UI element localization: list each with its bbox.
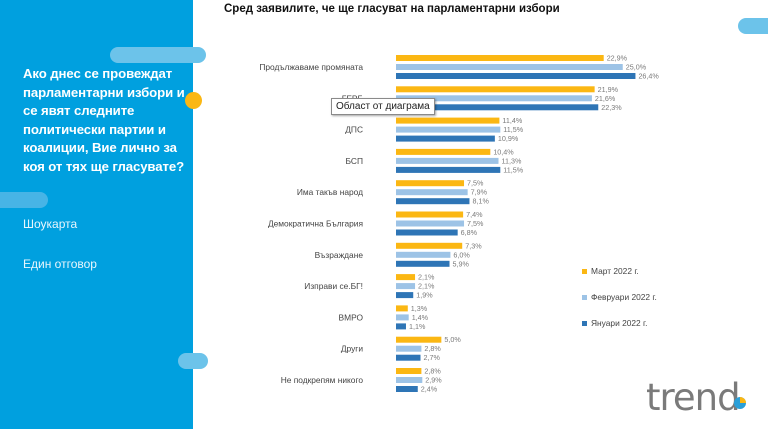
logo-text: trend: [646, 378, 740, 418]
decorative-pill: [0, 192, 48, 208]
legend-swatch: [582, 295, 587, 300]
data-label: 22,3%: [601, 103, 622, 112]
bar[interactable]: [396, 95, 592, 102]
data-label: 2,1%: [418, 282, 435, 291]
bar[interactable]: [396, 229, 458, 236]
data-label: 11,3%: [501, 156, 521, 165]
category-label: БСП: [346, 156, 363, 166]
bar[interactable]: [396, 377, 423, 383]
bar[interactable]: [396, 86, 595, 93]
bar[interactable]: [396, 314, 409, 321]
bar[interactable]: [396, 64, 623, 70]
data-label: 21,9%: [598, 85, 619, 94]
bar[interactable]: [396, 354, 421, 361]
decorative-pill: [178, 353, 208, 369]
data-label: 7,3%: [465, 241, 482, 250]
decorative-dot: [185, 92, 202, 109]
bar[interactable]: [396, 305, 408, 312]
bar[interactable]: [396, 135, 495, 142]
left-panel: [0, 0, 193, 429]
bar[interactable]: [396, 220, 465, 227]
data-label: 11,4%: [502, 116, 522, 125]
data-label: 21,6%: [595, 94, 616, 103]
data-label: 7,5%: [467, 219, 484, 228]
data-label: 2,8%: [424, 367, 441, 376]
category-label: Демократична България: [268, 219, 363, 229]
category-label: Възраждане: [315, 250, 364, 260]
data-label: 10,9%: [498, 134, 519, 143]
data-label: 6,0%: [453, 250, 470, 259]
bar[interactable]: [396, 157, 499, 164]
data-label: 1,9%: [416, 291, 433, 300]
legend-label: Март 2022 г.: [591, 266, 639, 276]
bar[interactable]: [396, 386, 418, 392]
data-label: 7,4%: [466, 210, 483, 219]
category-label: Не подкрепям никого: [281, 375, 364, 385]
legend-swatch: [582, 321, 587, 326]
category-label: ДПС: [345, 125, 363, 135]
decorative-pill: [110, 47, 206, 63]
data-label: 6,8%: [461, 228, 478, 237]
data-label: 5,0%: [444, 335, 461, 344]
bar[interactable]: [396, 336, 442, 343]
data-label: 2,7%: [423, 353, 440, 362]
trend-logo: trend: [646, 378, 746, 418]
data-label: 5,9%: [453, 259, 470, 268]
bar[interactable]: [396, 251, 451, 258]
bar[interactable]: [396, 368, 422, 374]
category-label: Продължаваме промяната: [259, 62, 363, 72]
data-label: 2,1%: [418, 273, 435, 282]
survey-question: Ако днес се провеждат парламентарни избо…: [23, 66, 185, 174]
data-label: 7,5%: [467, 179, 484, 188]
data-label: 2,4%: [421, 385, 438, 394]
legend-label: Февруари 2022 г.: [591, 292, 657, 302]
bar[interactable]: [396, 55, 604, 61]
data-label: 11,5%: [503, 125, 523, 134]
data-label: 7,9%: [471, 188, 488, 197]
bar[interactable]: [396, 104, 599, 111]
chart-area-tooltip: Област от диаграма: [331, 98, 435, 115]
decorative-pill: [738, 18, 768, 34]
bar[interactable]: [396, 189, 468, 196]
data-label: 1,3%: [411, 304, 428, 313]
category-label: Има такъв народ: [297, 187, 363, 197]
chart-title: Сред заявилите, че ще гласуват на парлам…: [224, 3, 560, 15]
category-label: Изправи се.БГ!: [304, 281, 363, 291]
data-label: 22,9%: [607, 54, 628, 63]
bar[interactable]: [396, 323, 406, 330]
legend-swatch: [582, 269, 587, 274]
bar[interactable]: [396, 198, 470, 205]
data-label: 26,4%: [638, 72, 659, 81]
bar[interactable]: [396, 180, 465, 187]
bar[interactable]: [396, 73, 636, 79]
bar[interactable]: [396, 126, 501, 133]
data-label: 25,0%: [626, 63, 647, 72]
bar[interactable]: [396, 283, 416, 290]
bar[interactable]: [396, 274, 416, 281]
category-label: Други: [341, 344, 363, 354]
bar[interactable]: [396, 211, 464, 218]
survey-method: Шоукарта: [23, 217, 78, 231]
bar[interactable]: [396, 166, 501, 173]
data-label: 1,4%: [412, 313, 429, 322]
data-label: 11,5%: [503, 165, 523, 174]
data-label: 2,8%: [424, 344, 441, 353]
bar[interactable]: [396, 260, 450, 267]
data-label: 8,1%: [472, 197, 489, 206]
bar[interactable]: [396, 117, 500, 124]
data-label: 1,1%: [409, 322, 426, 331]
bar[interactable]: [396, 148, 491, 155]
bar[interactable]: [396, 345, 422, 352]
answer-type: Един отговор: [23, 257, 97, 271]
bar[interactable]: [396, 242, 463, 249]
legend-label: Януари 2022 г.: [591, 318, 647, 328]
data-label: 2,9%: [425, 376, 442, 385]
bar[interactable]: [396, 292, 414, 299]
data-label: 10,4%: [493, 147, 514, 156]
category-label: ВМРО: [339, 312, 364, 322]
